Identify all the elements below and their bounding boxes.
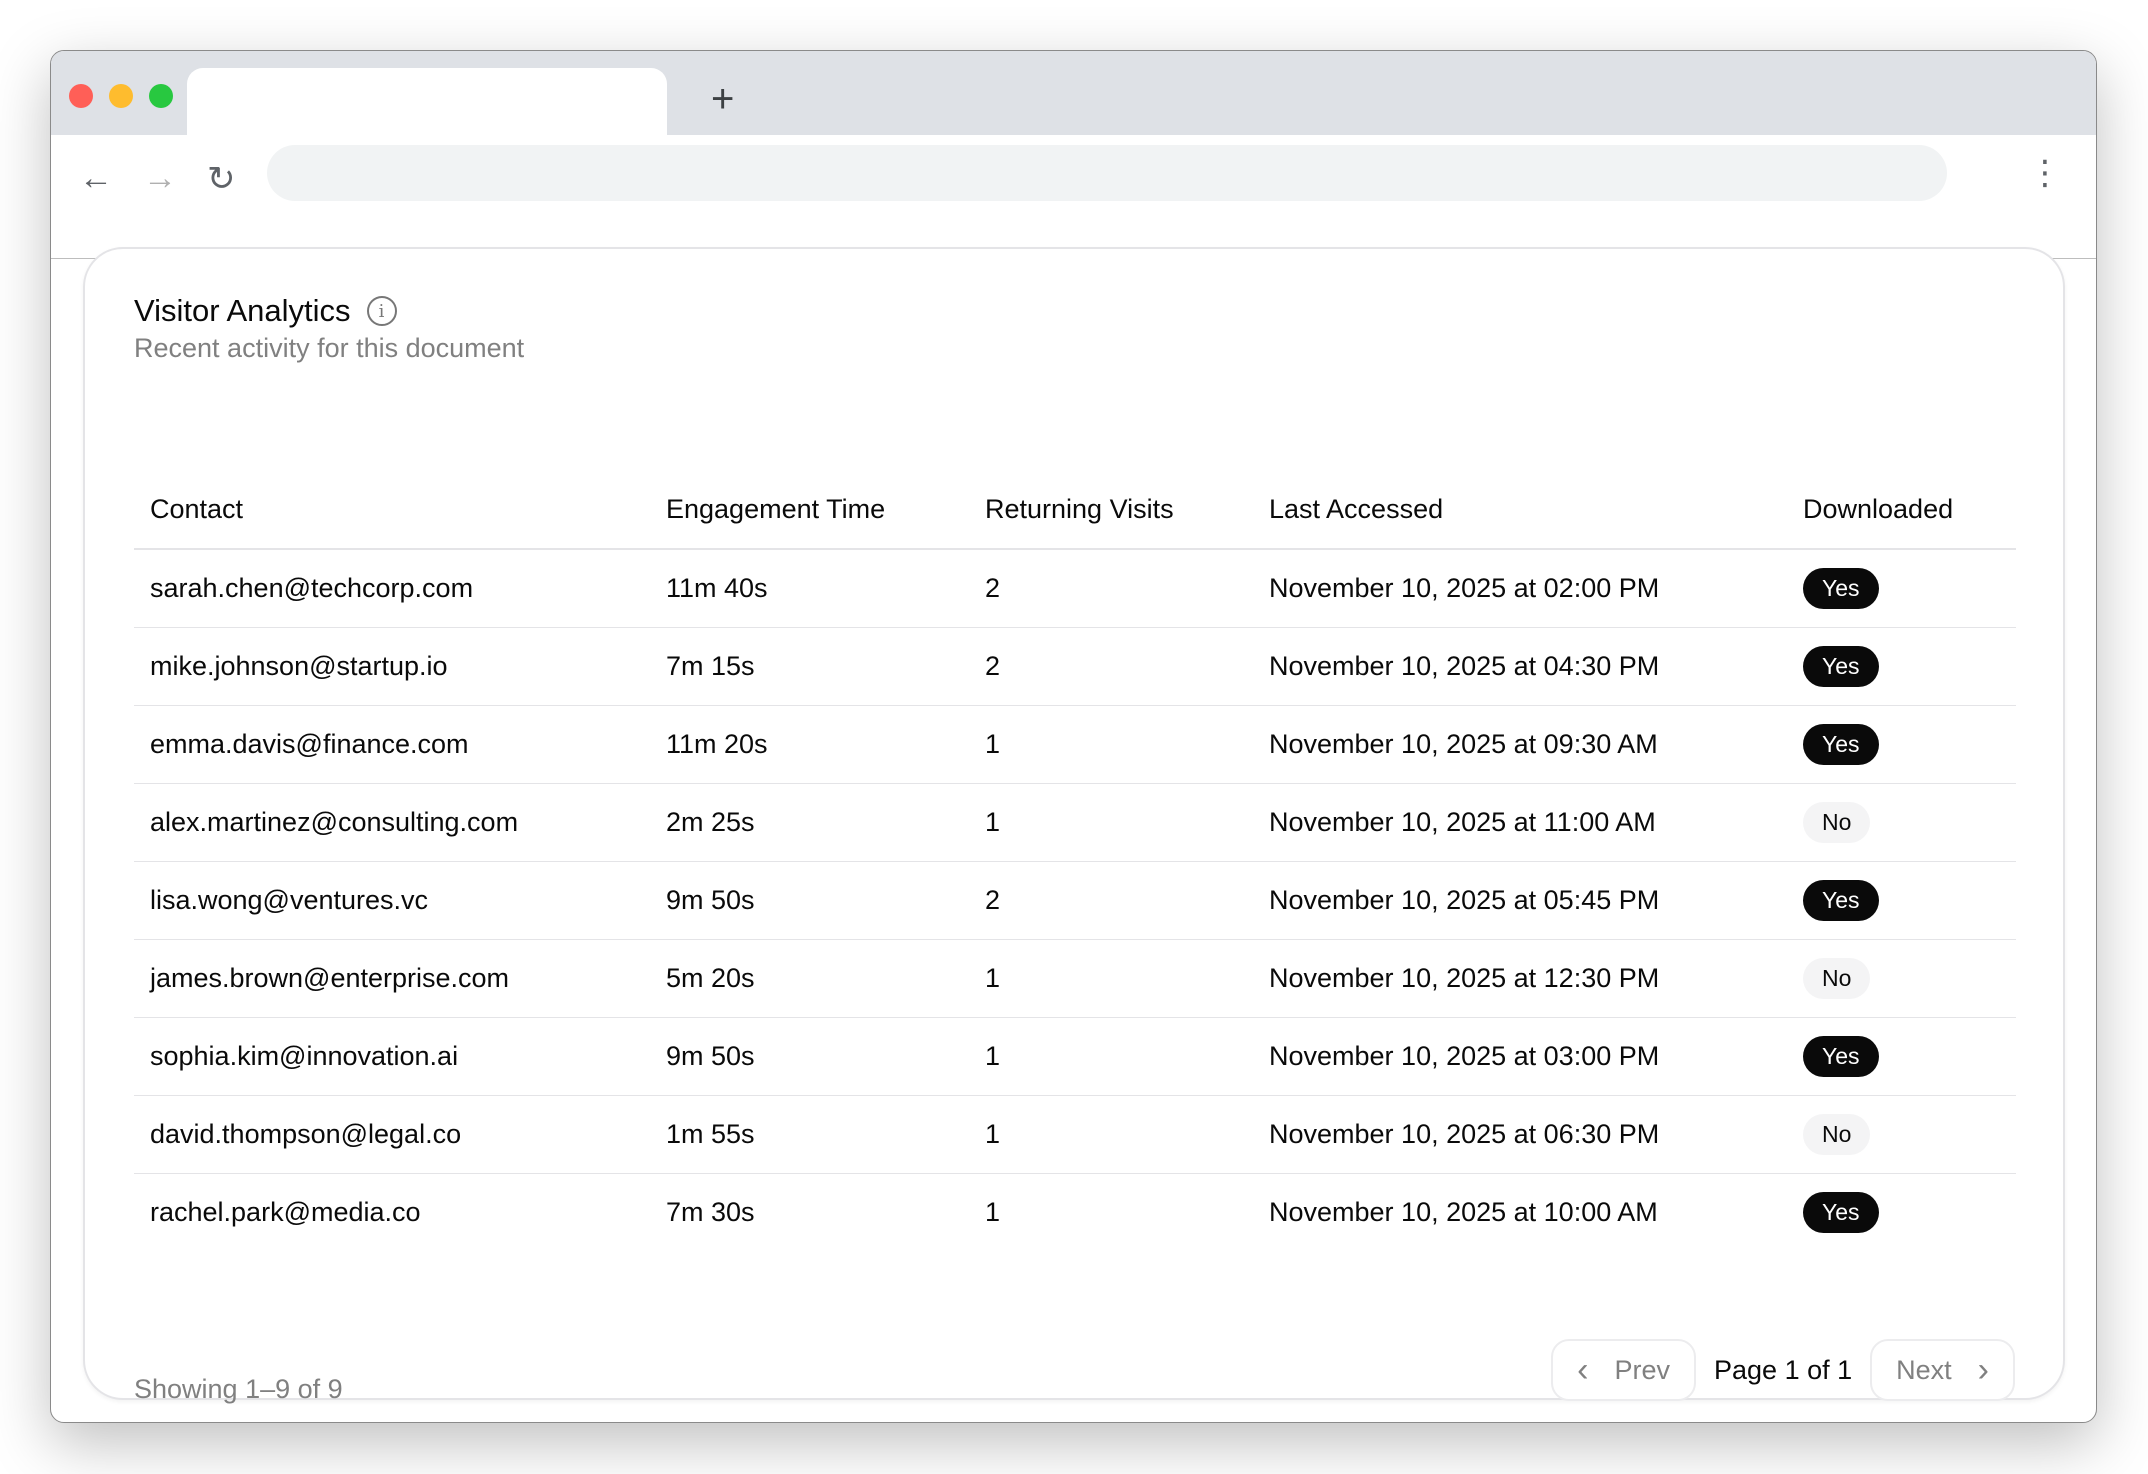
zoom-window-button[interactable] (149, 84, 173, 108)
contact-cell: emma.davis@finance.com (134, 705, 650, 784)
reload-icon[interactable]: ↻ (207, 160, 236, 198)
downloaded-badge: No (1803, 801, 1871, 843)
downloaded-cell: No (1787, 783, 2016, 862)
forward-icon[interactable]: → (143, 159, 177, 197)
contact-cell: mike.johnson@startup.io (134, 627, 650, 706)
column-header-contact: Contact (134, 471, 650, 550)
card-subtitle: Recent activity for this document (134, 333, 525, 363)
browser-tab[interactable] (187, 68, 667, 135)
prev-button[interactable]: ‹ Prev (1551, 1339, 1697, 1401)
table-row[interactable]: emma.davis@finance.com 11m 20s 1 November 1… (134, 705, 2016, 784)
visitor-analytics-card: Visitor Analytics i Recent activity for … (83, 247, 2065, 1404)
returning-visits-cell: 1 (985, 1196, 1001, 1227)
last-accessed-cell: November 10, 2025 at 02:00 PM (1253, 549, 1787, 628)
contact-cell: lisa.wong@ventures.vc (134, 861, 650, 940)
table-row[interactable]: david.thompson@legal.co 1m 55s 1 November 1… (134, 1095, 2016, 1174)
close-window-button[interactable] (69, 84, 93, 108)
downloaded-badge: Yes (1803, 645, 1879, 687)
contact-cell: james.brown@enterprise.com (134, 939, 650, 1018)
contact-cell: david.thompson@legal.co (134, 1095, 650, 1174)
table-row[interactable]: rachel.park@media.co 7m 30s 1 November 10, … (134, 1173, 2016, 1251)
engagement-time-cell: 11m 20s (650, 705, 969, 784)
last-accessed-cell: November 10, 2025 at 05:45 PM (1253, 861, 1787, 940)
returning-visits-cell: 1 (969, 783, 1253, 862)
downloaded-cell: Yes (1787, 627, 2016, 706)
downloaded-cell: Yes (1787, 1173, 2016, 1251)
prev-label: Prev (1614, 1354, 1671, 1385)
new-tab-button[interactable]: + (711, 77, 735, 121)
contact-cell: sophia.kim@innovation.ai (134, 1017, 650, 1096)
browser-toolbar: ← → ↻ ⋮ (51, 135, 2096, 259)
returning-visits-cell: 1 (969, 1095, 1253, 1174)
visitor-table: Contact Engagement Time Returning Visits… (134, 471, 2016, 1251)
downloaded-badge: Yes (1803, 723, 1879, 765)
returning-visits-cell: 2 (969, 549, 1253, 628)
engagement-time-cell: 9m 50s (650, 1017, 969, 1096)
showing-count: Showing 1–9 of 9 (134, 1374, 343, 1404)
tab-bar: + (51, 51, 2096, 135)
next-button[interactable]: Next › (1870, 1339, 2015, 1401)
menu-icon[interactable]: ⋮ (2028, 154, 2062, 192)
card-title: Visitor Analytics i (134, 293, 397, 329)
returning-visits-cell: 1 (969, 1017, 1253, 1096)
downloaded-badge: Yes (1803, 1035, 1879, 1077)
engagement-time-cell: 11m 40s (650, 549, 969, 628)
contact-cell: rachel.park@media.co (150, 1196, 421, 1227)
pagination: ‹ Prev Page 1 of 1 Next › (1551, 1339, 2015, 1401)
downloaded-cell: Yes (1787, 1017, 2016, 1096)
downloaded-badge: Yes (1803, 1191, 1879, 1233)
table-row[interactable]: mike.johnson@startup.io 7m 15s 2 November 1… (134, 627, 2016, 706)
downloaded-badge: No (1803, 957, 1871, 999)
engagement-time-cell: 5m 20s (650, 939, 969, 1018)
engagement-time-cell: 7m 15s (650, 627, 969, 706)
returning-visits-cell: 2 (969, 861, 1253, 940)
card-title-text: Visitor Analytics (134, 293, 351, 328)
returning-visits-cell: 1 (969, 939, 1253, 1018)
contact-cell: sarah.chen@techcorp.com (134, 549, 650, 628)
last-accessed-cell: November 10, 2025 at 09:30 AM (1253, 705, 1787, 784)
last-accessed-cell: November 10, 2025 at 10:00 AM (1269, 1196, 1658, 1227)
table-row[interactable]: james.brown@enterprise.com 5m 20s 1 Novembe… (134, 939, 2016, 1018)
downloaded-badge: No (1803, 1113, 1871, 1155)
page-indicator: Page 1 of 1 (1714, 1354, 1853, 1385)
downloaded-badge: Yes (1803, 567, 1879, 609)
minimize-window-button[interactable] (109, 84, 133, 108)
last-accessed-cell: November 10, 2025 at 04:30 PM (1253, 627, 1787, 706)
last-accessed-cell: November 10, 2025 at 11:00 AM (1253, 783, 1787, 862)
downloaded-cell: No (1787, 939, 2016, 1018)
column-header-engagement-time: Engagement Time (650, 471, 969, 550)
last-accessed-cell: November 10, 2025 at 12:30 PM (1253, 939, 1787, 1018)
table-header-row: Contact Engagement Time Returning Visits… (134, 471, 2016, 550)
table-row[interactable]: lisa.wong@ventures.vc 9m 50s 2 November 10,… (134, 861, 2016, 940)
engagement-time-cell: 2m 25s (650, 783, 969, 862)
downloaded-cell: Yes (1787, 705, 2016, 784)
column-header-downloaded: Downloaded (1787, 471, 2016, 550)
next-label: Next (1896, 1354, 1952, 1385)
table-row[interactable]: sophia.kim@innovation.ai 9m 50s 1 November … (134, 1017, 2016, 1096)
downloaded-cell: No (1787, 1095, 2016, 1174)
address-bar[interactable] (267, 145, 1947, 201)
column-header-returning-visits: Returning Visits (969, 471, 1253, 550)
engagement-time-cell: 7m 30s (666, 1196, 755, 1227)
column-header-last-accessed: Last Accessed (1253, 471, 1787, 550)
browser-window: + ← → ↻ ⋮ Visitor Analytics i Recent act… (50, 50, 2097, 1423)
returning-visits-cell: 2 (969, 627, 1253, 706)
downloaded-cell: Yes (1787, 861, 2016, 940)
contact-cell: alex.martinez@consulting.com (134, 783, 650, 862)
table-row[interactable]: sarah.chen@techcorp.com 11m 40s 2 November … (134, 549, 2016, 628)
downloaded-cell: Yes (1787, 549, 2016, 628)
last-accessed-cell: November 10, 2025 at 06:30 PM (1253, 1095, 1787, 1174)
last-accessed-cell: November 10, 2025 at 03:00 PM (1253, 1017, 1787, 1096)
chevron-right-icon: › (1977, 1350, 1989, 1389)
downloaded-badge: Yes (1803, 879, 1879, 921)
engagement-time-cell: 9m 50s (650, 861, 969, 940)
engagement-time-cell: 1m 55s (650, 1095, 969, 1174)
chevron-left-icon: ‹ (1577, 1350, 1589, 1389)
table-row[interactable]: alex.martinez@consulting.com 2m 25s 1 Novem… (134, 783, 2016, 862)
info-icon[interactable]: i (366, 296, 397, 326)
returning-visits-cell: 1 (969, 705, 1253, 784)
back-icon[interactable]: ← (79, 159, 113, 197)
